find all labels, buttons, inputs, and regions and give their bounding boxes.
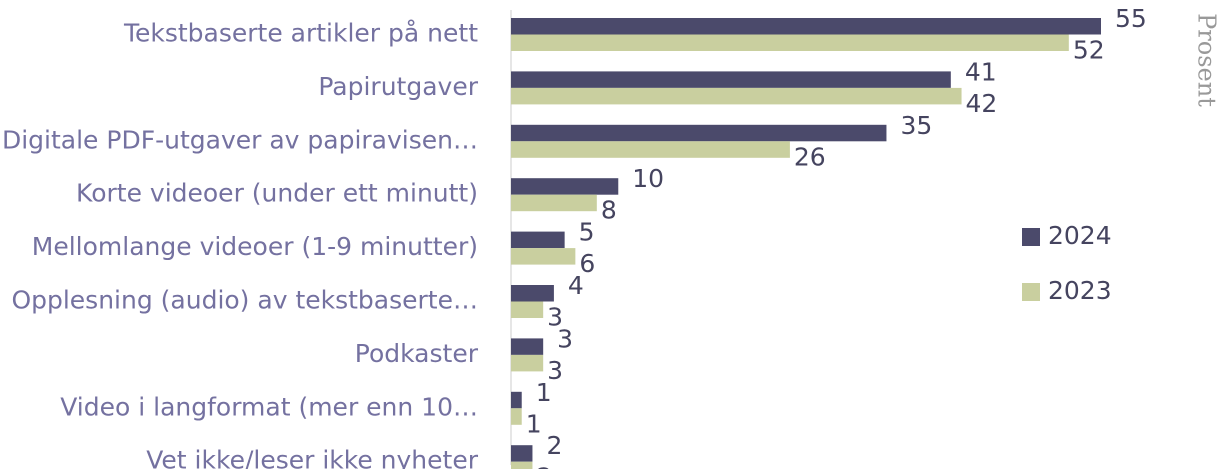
bar [511, 461, 533, 469]
value-label: 3 [547, 303, 563, 332]
bar [511, 248, 576, 265]
legend-label: 2024 [1048, 221, 1112, 250]
legend-swatch [1022, 283, 1040, 301]
bar [511, 391, 522, 409]
value-label: 35 [900, 111, 932, 140]
bar [511, 408, 522, 425]
value-label: 8 [601, 196, 617, 225]
category-label: Podkaster [355, 339, 479, 368]
value-label: 2 [546, 431, 562, 460]
axis-label: Prosent [1193, 13, 1221, 107]
value-label: 2 [536, 463, 552, 469]
bar [511, 71, 951, 88]
bar [511, 124, 887, 142]
bar [511, 178, 619, 195]
bar [511, 285, 554, 302]
value-label: 1 [526, 409, 542, 438]
category-label: Video i langformat (mer enn 10… [60, 392, 478, 421]
value-label: 10 [632, 164, 664, 193]
bar [511, 354, 544, 372]
bar [511, 301, 544, 318]
category-label: Mellomlange videoer (1-9 minutter) [32, 232, 478, 261]
value-label: 6 [579, 249, 595, 278]
value-label: 3 [547, 356, 563, 385]
value-label: 55 [1115, 4, 1147, 33]
value-label: 1 [536, 378, 552, 407]
bar [511, 231, 565, 249]
value-label: 52 [1073, 36, 1105, 65]
value-label: 42 [966, 89, 998, 118]
bar [511, 338, 544, 355]
bar [511, 445, 533, 462]
category-label: Digitale PDF-utgaver av papiravisen… [2, 125, 478, 154]
value-label: 5 [579, 218, 595, 247]
value-label: 26 [794, 142, 826, 171]
bar [511, 141, 790, 158]
bar [511, 87, 962, 105]
value-label: 41 [965, 57, 997, 86]
bar [511, 18, 1101, 35]
category-label: Tekstbaserte artikler på nett [123, 19, 478, 48]
value-label: 4 [568, 271, 584, 300]
category-label: Opplesning (audio) av tekstbaserte… [11, 286, 478, 315]
legend-swatch [1022, 228, 1040, 246]
category-label: Vet ikke/leser ikke nyheter [146, 446, 478, 469]
bar [511, 194, 597, 212]
category-label: Papirutgaver [318, 72, 478, 101]
legend-label: 2023 [1048, 276, 1112, 305]
value-label: 3 [557, 324, 573, 353]
bar [511, 34, 1069, 51]
category-label: Korte videoer (under ett minutt) [76, 179, 478, 208]
